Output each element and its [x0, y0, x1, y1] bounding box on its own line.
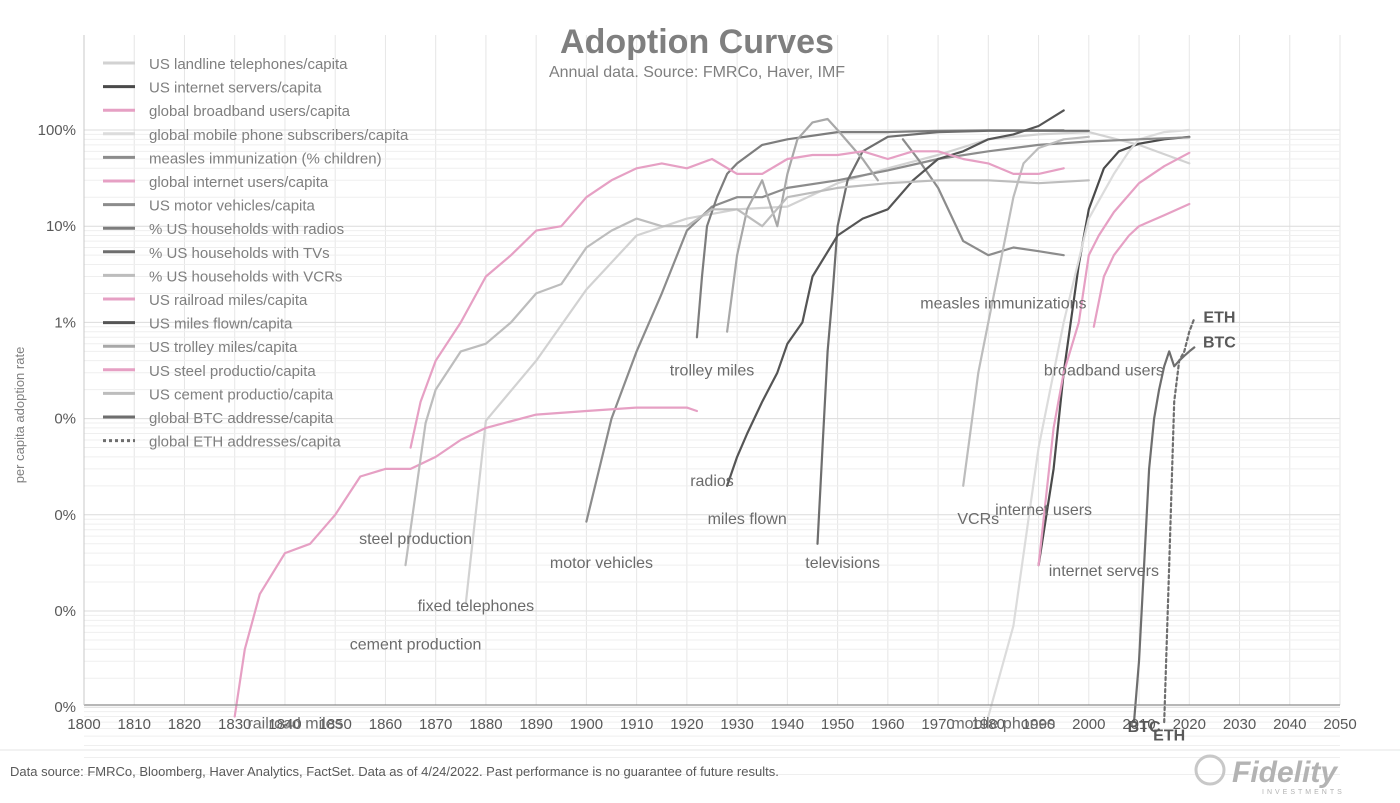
x-tick-label: 1860 [369, 716, 402, 733]
legend-label: global ETH addresses/capita [149, 434, 341, 451]
x-tick-label: 1960 [871, 716, 904, 733]
x-tick-label: 1880 [469, 716, 502, 733]
x-tick-label: 1800 [67, 716, 100, 733]
series-line [1037, 151, 1191, 567]
annotation-label: trolley miles [670, 363, 754, 380]
annotation-label: mobile phones [951, 716, 1055, 733]
x-tick-label: 2010 [1122, 716, 1155, 733]
x-tick-label: 2050 [1323, 716, 1356, 733]
grid [83, 35, 1341, 803]
legend-label: global BTC addresse/capita [149, 410, 334, 427]
annotation-label: BTC [1203, 334, 1236, 351]
x-tick-label: 1980 [972, 716, 1005, 733]
x-tick-label: 1810 [118, 716, 151, 733]
x-tick-label: 1890 [519, 716, 552, 733]
annotation-label: internet servers [1049, 563, 1159, 580]
legend-label: US landline telephones/capita [149, 56, 348, 73]
footer-source-note: Data source: FMRCo, Bloomberg, Haver Ana… [10, 764, 779, 779]
legend-label: US steel productio/capita [149, 363, 316, 380]
legend-label: US motor vehicles/capita [149, 198, 316, 215]
series-line [1163, 317, 1196, 724]
series-line [1037, 135, 1191, 567]
y-tick-label: 100% [38, 122, 76, 139]
annotation-label: measles immunizations [920, 295, 1086, 312]
series-line [409, 150, 1065, 449]
series-line [726, 117, 879, 333]
x-tick-label: 1970 [921, 716, 954, 733]
legend-label: US internet servers/capita [149, 80, 322, 97]
legend-label: US miles flown/capita [149, 316, 293, 333]
y-tick-label: 10% [46, 218, 76, 235]
annotation-label: broadband users [1044, 363, 1164, 380]
x-tick-label: 1870 [419, 716, 452, 733]
chart-subtitle: Annual data. Source: FMRCo, Haver, IMF [549, 64, 845, 81]
series-line [464, 131, 1191, 605]
series-line [962, 135, 1090, 487]
x-tick-label: 2020 [1173, 716, 1206, 733]
x-tick-label: 1820 [168, 716, 201, 733]
x-tick-label: 1990 [1022, 716, 1055, 733]
series-lines [233, 109, 1196, 724]
fidelity-logo-text: Fidelity [1232, 756, 1338, 789]
annotation-label: ETH [1153, 728, 1185, 745]
x-tick-label: 1910 [620, 716, 653, 733]
annotations: railroad miles steel production cement pro… [247, 295, 1236, 744]
chart-title: Adoption Curves [560, 23, 834, 61]
legend-label: global mobile phone subscribers/capita [149, 127, 409, 144]
legend-label: % US households with VCRs [149, 268, 342, 285]
axes: 1800 1810 1820 1830 1840 1850 1860 1870 1880 1890… [38, 35, 1357, 803]
annotation-label: BTC [1128, 719, 1161, 736]
legend-label: US railroad miles/capita [149, 292, 308, 309]
x-tick-label: 1850 [319, 716, 352, 733]
x-tick-label: 1900 [570, 716, 603, 733]
annotation-label: internet users [995, 502, 1092, 519]
y-tick-label: 0% [54, 411, 76, 428]
annotation-label: VCRs [957, 511, 999, 528]
fidelity-logo-subtext: INVESTMENTS [1262, 789, 1345, 796]
legend-label: % US households with radios [149, 221, 344, 238]
y-tick-label: 1% [54, 314, 76, 331]
x-tick-label: 2030 [1223, 716, 1256, 733]
x-tick-label: 2040 [1273, 716, 1306, 733]
x-tick-label: 1920 [670, 716, 703, 733]
x-tick-label: 2000 [1072, 716, 1105, 733]
series-line [1092, 202, 1191, 328]
y-tick-label: 0% [54, 507, 76, 524]
annotation-label: cement production [350, 636, 482, 653]
y-axis-label: per capita adoption rate [12, 347, 27, 484]
series-line [233, 406, 698, 718]
annotation-label: steel production [359, 531, 472, 548]
legend-label: measles immunization (% children) [149, 150, 382, 167]
x-tick-label: 1840 [268, 716, 301, 733]
legend-label: % US households with TVs [149, 245, 330, 262]
legend: US landline telephones/capita US internet… [103, 56, 409, 451]
fidelity-globe-icon [1194, 754, 1226, 786]
series-line [404, 179, 1090, 567]
legend-label: global internet users/capita [149, 174, 329, 191]
annotation-label: ETH [1203, 309, 1235, 326]
series-line [816, 129, 1090, 545]
annotation-label: fixed telephones [418, 598, 535, 615]
series-line [987, 128, 1191, 718]
legend-label: US cement productio/capita [149, 386, 334, 403]
legend-label: US trolley miles/capita [149, 339, 298, 356]
annotation-label: railroad miles [247, 716, 342, 733]
x-tick-label: 1930 [720, 716, 753, 733]
y-tick-label: 0% [54, 699, 76, 716]
series-line [726, 109, 1065, 487]
legend-label: global broadband users/capita [149, 103, 351, 120]
x-tick-label: 1830 [218, 716, 251, 733]
annotation-label: miles flown [708, 511, 787, 528]
fidelity-logo: Fidelity INVESTMENTS [1194, 754, 1345, 796]
annotation-label: televisions [805, 555, 880, 572]
x-tick-label: 1940 [771, 716, 804, 733]
series-line [1132, 346, 1196, 724]
annotation-label: motor vehicles [550, 555, 653, 572]
x-tick-label: 1950 [821, 716, 854, 733]
series-line [585, 136, 1191, 523]
annotation-label: radios [690, 473, 734, 490]
y-tick-label: 0% [54, 603, 76, 620]
